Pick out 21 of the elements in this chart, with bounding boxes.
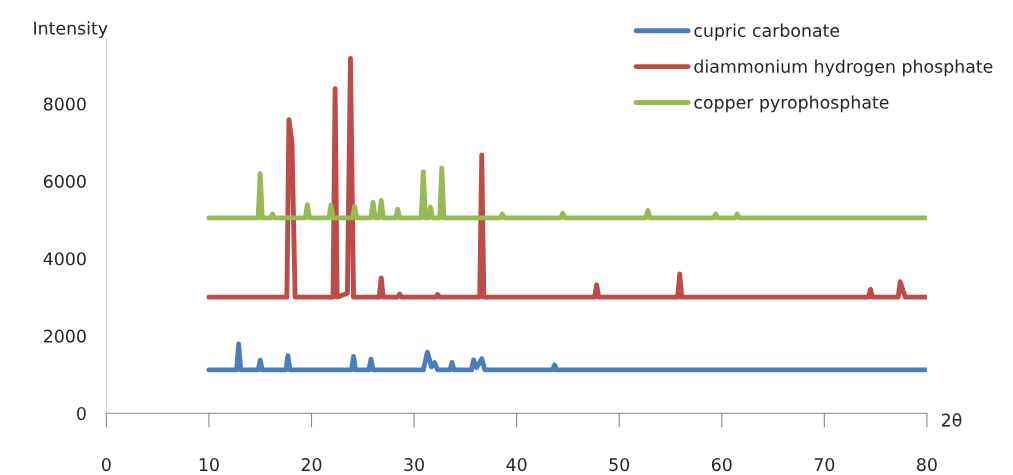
line-series xyxy=(206,341,927,373)
legend-label: copper pyrophosphate xyxy=(694,95,889,113)
line-series xyxy=(206,165,927,221)
x-tick-label: 30 xyxy=(404,458,424,472)
y-axis-title: Intensity xyxy=(34,21,108,38)
x-tick-label: 60 xyxy=(711,458,732,472)
x-tick-label: 80 xyxy=(917,458,937,472)
x-tick-label: 40 xyxy=(506,458,527,472)
x-axis-title: 2θ xyxy=(941,413,962,427)
y-tick-label: 0 xyxy=(77,406,86,421)
x-tick-label: 10 xyxy=(199,458,219,472)
y-tick-label: 8000 xyxy=(43,97,86,111)
x-tick-label: 70 xyxy=(814,458,835,472)
x-tick-label: 0 xyxy=(101,458,111,472)
legend-label: cupric carbonate xyxy=(694,23,840,41)
x-tick-label: 20 xyxy=(301,458,322,472)
y-tick-label: 2000 xyxy=(44,329,86,343)
x-tick-label: 50 xyxy=(609,458,630,472)
y-tick-label: 6000 xyxy=(43,174,86,188)
legend-label: diammonium hydrogen phosphate xyxy=(694,59,993,77)
y-tick-label: 4000 xyxy=(43,252,86,266)
